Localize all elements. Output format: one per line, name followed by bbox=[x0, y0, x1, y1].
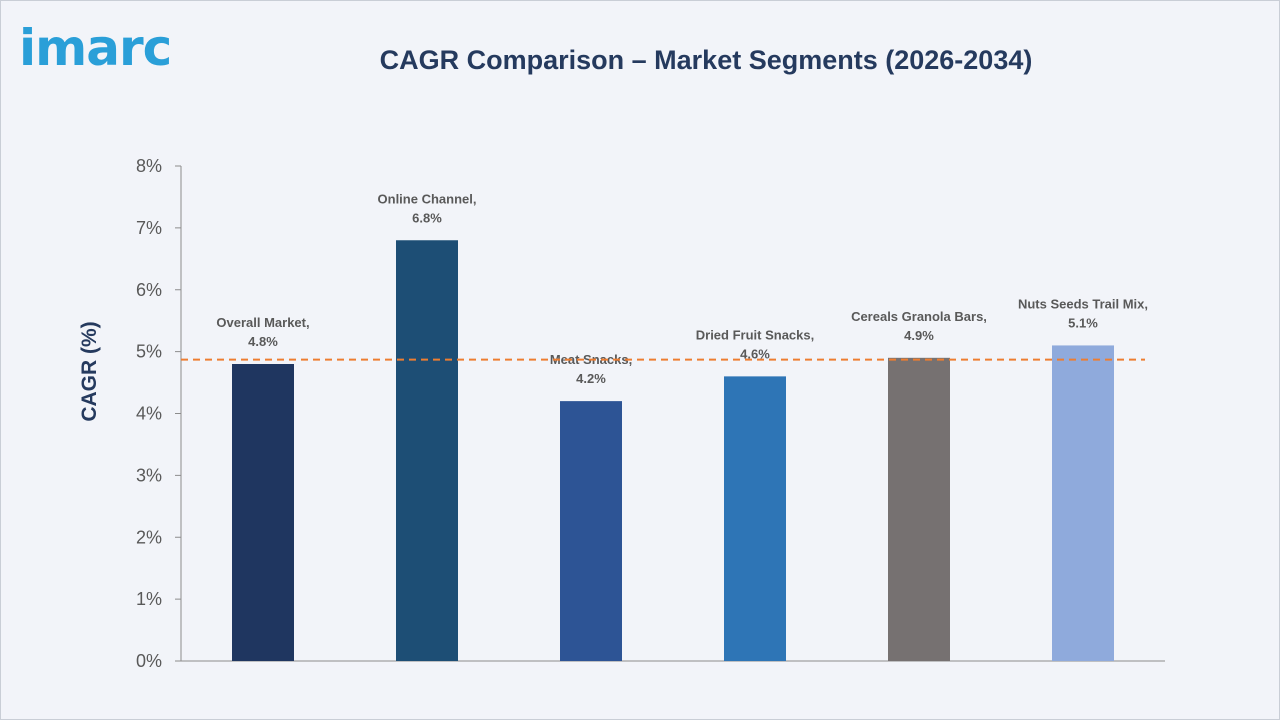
bar bbox=[396, 240, 458, 661]
y-tick-label: 2% bbox=[136, 527, 162, 547]
y-tick-label: 3% bbox=[136, 465, 162, 485]
y-tick-label: 1% bbox=[136, 589, 162, 609]
data-label-value: 4.9% bbox=[904, 328, 934, 343]
data-label-value: 5.1% bbox=[1068, 315, 1098, 330]
data-label-value: 6.8% bbox=[412, 210, 442, 225]
data-label-value: 4.2% bbox=[576, 371, 606, 386]
y-tick-label: 6% bbox=[136, 280, 162, 300]
data-label-name: Cereals Granola Bars, bbox=[851, 309, 987, 324]
data-label-name: Dried Fruit Snacks, bbox=[696, 327, 814, 342]
data-label-value: 4.8% bbox=[248, 334, 278, 349]
data-label-name: Nuts Seeds Trail Mix, bbox=[1018, 296, 1148, 311]
bar bbox=[232, 364, 294, 661]
y-axis-title: CAGR (%) bbox=[78, 321, 101, 421]
data-label-name: Online Channel, bbox=[378, 191, 477, 206]
data-label-value: 4.6% bbox=[740, 346, 770, 361]
bar bbox=[888, 357, 950, 661]
data-label-name: Overall Market, bbox=[216, 315, 309, 330]
y-tick-label: 5% bbox=[136, 342, 162, 362]
y-tick-label: 0% bbox=[136, 651, 162, 671]
y-tick-label: 4% bbox=[136, 404, 162, 424]
bar bbox=[1052, 345, 1114, 661]
bar bbox=[560, 401, 622, 661]
y-tick-label: 7% bbox=[136, 218, 162, 238]
chart-title: CAGR Comparison – Market Segments (2026-… bbox=[379, 45, 1033, 75]
bar bbox=[724, 376, 786, 661]
imarc-logo: imarc bbox=[19, 19, 172, 77]
y-tick-label: 8% bbox=[136, 156, 162, 176]
